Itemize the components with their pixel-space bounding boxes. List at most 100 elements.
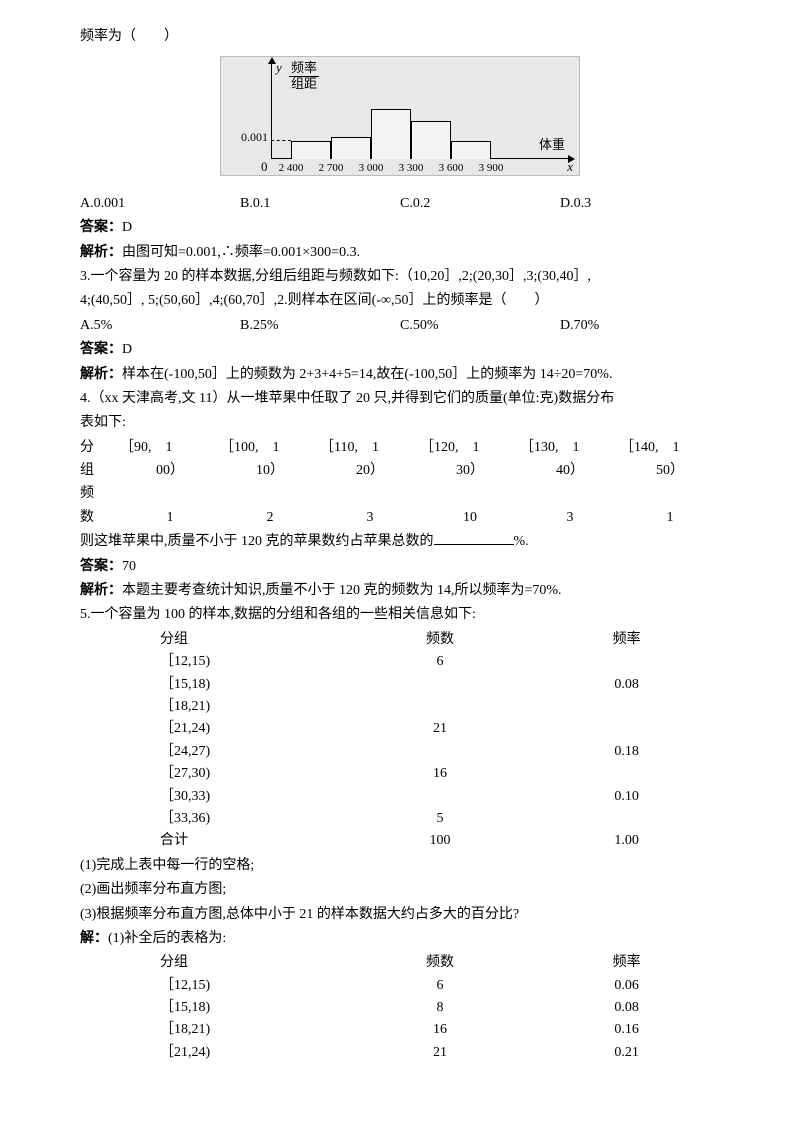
cell: 16 [347, 763, 534, 785]
cell: 0.21 [533, 1042, 720, 1064]
dash-line [271, 140, 291, 141]
cell: ［24,27) [120, 741, 347, 763]
q2-chart-wrap: y 频率 组距 体重 x 0 0.001 2 4002 7003 0003 30… [80, 56, 720, 184]
y-label-frac: 频率 组距 [289, 61, 319, 91]
cell: 30） [420, 460, 520, 482]
xtick: 3 900 [479, 160, 504, 178]
cell: 0.16 [533, 1019, 720, 1041]
cell: 频率 [533, 952, 720, 974]
cell: ［12,15) [120, 651, 347, 673]
answer-label: 答案： [80, 559, 122, 574]
table-row: ［12,15)6 [120, 651, 720, 673]
frac-top: 频率 [289, 61, 319, 76]
cell [320, 483, 420, 505]
sol-text: (1)补全后的表格为: [108, 931, 226, 946]
cell: 40） [520, 460, 620, 482]
cell: 0.08 [533, 997, 720, 1019]
bar [411, 121, 451, 159]
cell: ［12,15) [120, 975, 347, 997]
cell [533, 696, 720, 718]
cell: 0.18 [533, 741, 720, 763]
bar [331, 137, 371, 159]
cell [220, 483, 320, 505]
q5-sol-table: 分组频数频率［12,15)60.06［15,18)80.08［18,21)160… [80, 952, 720, 1064]
q2-explain: 解析：由图可知=0.001,∴频率=0.001×300=0.3. [80, 242, 720, 264]
table-row: ［18,21) [120, 696, 720, 718]
table-row: ［33,36)5 [120, 808, 720, 830]
cell: 5 [347, 808, 534, 830]
cell: ［130, 1 [520, 437, 620, 459]
choice-a: A.5% [80, 315, 240, 337]
cell: 6 [347, 975, 534, 997]
cell: ［100, 1 [220, 437, 320, 459]
head-group: 分组 [120, 629, 347, 651]
xtick: 2 400 [279, 160, 304, 178]
cell [347, 674, 534, 696]
q5-sub1: (1)完成上表中每一行的空格; [80, 855, 720, 877]
cell: ［21,24) [120, 1042, 347, 1064]
xtick: 3 600 [439, 160, 464, 178]
cell: ［18,21) [120, 696, 347, 718]
q4-tail: 则这堆苹果中,质量不小于 120 克的苹果数约占苹果总数的%. [80, 531, 720, 553]
hdr: 数 [80, 507, 120, 529]
cell: 2 [220, 507, 320, 529]
cell [533, 651, 720, 673]
cell: ［15,18) [120, 674, 347, 696]
cell: 8 [347, 997, 534, 1019]
answer-label: 答案： [80, 342, 122, 357]
q3-answer: 答案：D [80, 339, 720, 361]
cell: 1.00 [533, 830, 720, 852]
q4-table: 分［90, 1［100, 1［110, 1［120, 1［130, 1［140,… [80, 437, 720, 530]
hdr: 组 [80, 460, 120, 482]
q4-tail-text: 则这堆苹果中,质量不小于 120 克的苹果数约占苹果总数的 [80, 534, 434, 549]
cell: 频数 [347, 952, 534, 974]
cell [533, 763, 720, 785]
cell: 16 [347, 1019, 534, 1041]
hdr: 频 [80, 483, 120, 505]
table-row: ［21,24)210.21 [120, 1042, 720, 1064]
table-head: 分组 频数 频率 [120, 629, 720, 651]
cell: 0.06 [533, 975, 720, 997]
cell: ［33,36) [120, 808, 347, 830]
x-label: 体重 [539, 135, 565, 156]
explain-text: 样本在(-100,50］上的频数为 2+3+4+5=14,故在(-100,50］… [122, 367, 612, 382]
cell: 合计 [120, 830, 347, 852]
cell: 21 [347, 718, 534, 740]
q3-stem1: 3.一个容量为 20 的样本数据,分组后组距与频数如下:（10,20］,2;(2… [80, 266, 720, 288]
cell: 20） [320, 460, 420, 482]
choice-b: B.25% [240, 315, 400, 337]
answer-value: D [122, 342, 132, 357]
cell: 6 [347, 651, 534, 673]
choice-b: B.0.1 [240, 193, 400, 215]
table-row: ［18,21)160.16 [120, 1019, 720, 1041]
table-row: ［30,33)0.10 [120, 786, 720, 808]
q2-chart: y 频率 组距 体重 x 0 0.001 2 4002 7003 0003 30… [220, 56, 580, 176]
cell [520, 483, 620, 505]
xtick: 3 300 [399, 160, 424, 178]
table-row: 分组频数频率 [120, 952, 720, 974]
choice-c: C.0.2 [400, 193, 560, 215]
x-var: x [567, 157, 573, 178]
explain-label: 解析： [80, 367, 122, 382]
choice-d: D.70% [560, 315, 720, 337]
q5-solution: 解：(1)补全后的表格为: [80, 928, 720, 950]
cell: ［15,18) [120, 997, 347, 1019]
y-tick: 0.001 [241, 128, 268, 147]
table-row: ［12,15)60.06 [120, 975, 720, 997]
q2-stem: 频率为（ ） [80, 26, 720, 48]
answer-label: 答案： [80, 220, 122, 235]
q4-tail-suffix: %. [514, 534, 529, 549]
cell [347, 786, 534, 808]
cell: ［27,30) [120, 763, 347, 785]
cell: 3 [320, 507, 420, 529]
cell [533, 808, 720, 830]
q5-table: 分组 频数 频率 ［12,15)6［15,18)0.08［18,21)［21,2… [80, 629, 720, 853]
explain-label: 解析： [80, 583, 122, 598]
cell: 100 [347, 830, 534, 852]
cell [620, 483, 720, 505]
cell: 1 [620, 507, 720, 529]
arrow-y [268, 57, 276, 64]
q3-explain: 解析：样本在(-100,50］上的频数为 2+3+4+5=14,故在(-100,… [80, 364, 720, 386]
cell [347, 696, 534, 718]
head-freq: 频数 [347, 629, 534, 651]
